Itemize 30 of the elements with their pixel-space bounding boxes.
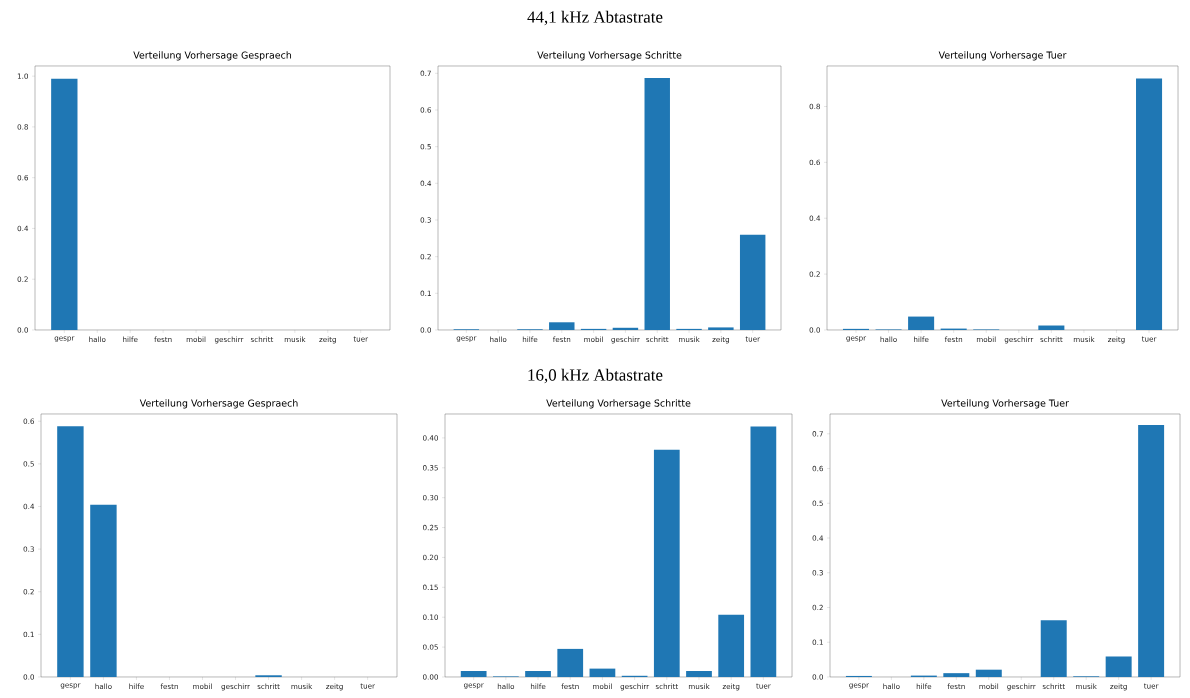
chart-title: Verteilung Vorhersage Tuer — [938, 51, 1067, 61]
chart-title: Verteilung Vorhersage Schritte — [537, 51, 682, 61]
bar — [943, 673, 970, 677]
bar — [908, 316, 935, 330]
chart-title: Verteilung Vorhersage Gespraech — [133, 51, 292, 61]
bar — [653, 449, 680, 677]
bar — [644, 78, 670, 330]
bar — [1138, 425, 1165, 677]
bar — [1038, 325, 1065, 330]
bar — [975, 669, 1002, 677]
chart-title: Verteilung Vorhersage Tuer — [941, 399, 1069, 409]
text: 44,1 kHz Abtastrate — [527, 10, 663, 26]
bar — [718, 614, 745, 677]
bar — [750, 426, 777, 677]
bar — [589, 668, 616, 677]
bar — [708, 327, 734, 330]
bar — [57, 426, 84, 677]
chart-title: Verteilung Vorhersage Gespraech — [139, 399, 298, 409]
bar — [1105, 656, 1132, 677]
text: 16,0 kHz Abtastrate — [528, 368, 663, 384]
bar — [1136, 78, 1163, 330]
bar — [549, 322, 575, 330]
bar — [739, 234, 766, 330]
bar — [686, 671, 712, 677]
bar — [557, 648, 584, 677]
chart-title: Verteilung Vorhersage Schritte — [546, 399, 691, 409]
bar — [460, 671, 487, 677]
bar — [1040, 620, 1067, 677]
bar — [525, 671, 551, 677]
bar — [90, 504, 117, 677]
